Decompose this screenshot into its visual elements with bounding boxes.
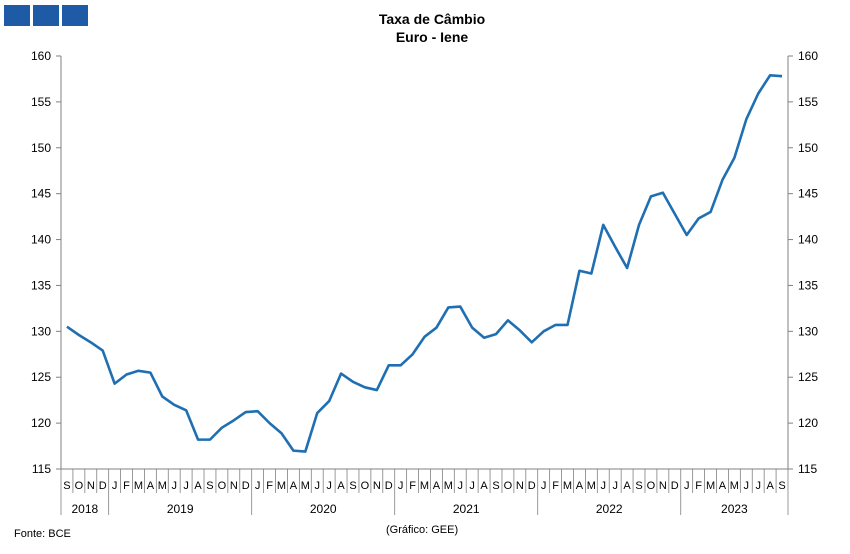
month-label: M: [134, 480, 143, 492]
y-tick-label-left: 155: [31, 95, 51, 109]
y-tick-label-right: 155: [798, 95, 818, 109]
y-tick-label-left: 130: [31, 324, 51, 338]
y-tick-label-right: 120: [798, 416, 818, 430]
month-label: O: [361, 480, 370, 492]
month-label: N: [87, 480, 95, 492]
y-tick-label-left: 140: [31, 233, 51, 247]
month-label: J: [171, 480, 177, 492]
month-label: J: [612, 480, 618, 492]
month-label: M: [158, 480, 167, 492]
month-label: O: [647, 480, 656, 492]
month-label: D: [528, 480, 536, 492]
month-label: J: [541, 480, 547, 492]
logo-block: [33, 5, 59, 26]
month-label: A: [719, 480, 727, 492]
month-label: M: [420, 480, 429, 492]
y-tick-label-left: 135: [31, 278, 51, 292]
month-label: S: [206, 480, 213, 492]
month-label: N: [373, 480, 381, 492]
y-tick-label-right: 140: [798, 233, 818, 247]
month-label: J: [314, 480, 320, 492]
year-label: 2023: [721, 502, 748, 516]
month-label: M: [277, 480, 286, 492]
month-label: J: [755, 480, 761, 492]
month-label: F: [552, 480, 559, 492]
month-label: S: [492, 480, 499, 492]
month-label: F: [409, 480, 416, 492]
month-label: A: [194, 480, 202, 492]
month-label: F: [266, 480, 273, 492]
y-tick-label-left: 115: [32, 462, 51, 476]
year-label: 2022: [596, 502, 623, 516]
month-label: A: [433, 480, 441, 492]
month-label: M: [730, 480, 739, 492]
month-label: J: [684, 480, 690, 492]
year-label: 2020: [310, 502, 337, 516]
y-tick-label-right: 150: [798, 141, 818, 155]
month-label: J: [255, 480, 261, 492]
y-tick-label-left: 160: [31, 49, 51, 63]
y-tick-label-left: 120: [31, 416, 51, 430]
month-label: M: [301, 480, 310, 492]
month-label: A: [766, 480, 774, 492]
month-label: J: [112, 480, 118, 492]
year-label: 2019: [167, 502, 194, 516]
month-label: J: [398, 480, 404, 492]
chart-title: Taxa de Câmbio: [379, 11, 485, 27]
month-label: S: [63, 480, 70, 492]
month-label: A: [337, 480, 345, 492]
month-label: J: [744, 480, 750, 492]
chart-subtitle: Euro - Iene: [396, 29, 469, 45]
month-label: N: [516, 480, 524, 492]
month-label: J: [469, 480, 475, 492]
month-label: O: [218, 480, 227, 492]
month-label: J: [458, 480, 464, 492]
month-label: D: [671, 480, 679, 492]
month-label: J: [601, 480, 607, 492]
month-label: J: [326, 480, 332, 492]
month-label: M: [444, 480, 453, 492]
y-tick-label-right: 145: [798, 187, 818, 201]
y-tick-label-right: 160: [798, 49, 818, 63]
month-label: D: [99, 480, 107, 492]
month-label: S: [349, 480, 356, 492]
year-label: 2021: [453, 502, 480, 516]
logo: [4, 5, 88, 26]
month-label: M: [587, 480, 596, 492]
y-tick-label-right: 125: [798, 370, 818, 384]
month-label: D: [385, 480, 393, 492]
year-label: 2018: [71, 502, 98, 516]
month-label: O: [504, 480, 513, 492]
month-label: A: [290, 480, 298, 492]
series-line: [66, 73, 783, 453]
y-tick-label-left: 150: [31, 141, 51, 155]
logo-block: [4, 5, 30, 26]
y-tick-label-left: 125: [31, 370, 51, 384]
month-label: F: [123, 480, 130, 492]
month-label: A: [576, 480, 584, 492]
month-label: A: [623, 480, 631, 492]
month-label: D: [242, 480, 250, 492]
month-label: O: [75, 480, 84, 492]
month-label: F: [695, 480, 702, 492]
y-tick-label-right: 135: [798, 278, 818, 292]
y-tick-label-left: 145: [31, 187, 51, 201]
month-label: M: [563, 480, 572, 492]
month-label: A: [147, 480, 155, 492]
month-label: S: [778, 480, 785, 492]
month-label: J: [183, 480, 189, 492]
month-label: N: [659, 480, 667, 492]
month-label: N: [230, 480, 238, 492]
source-note: Fonte: BCE: [14, 528, 71, 540]
y-tick-label-right: 130: [798, 324, 818, 338]
y-tick-label-right: 115: [798, 462, 817, 476]
credit-note: (Gráfico: GEE): [386, 524, 459, 536]
month-label: M: [706, 480, 715, 492]
month-label: S: [635, 480, 642, 492]
logo-block: [62, 5, 88, 26]
month-label: A: [480, 480, 488, 492]
